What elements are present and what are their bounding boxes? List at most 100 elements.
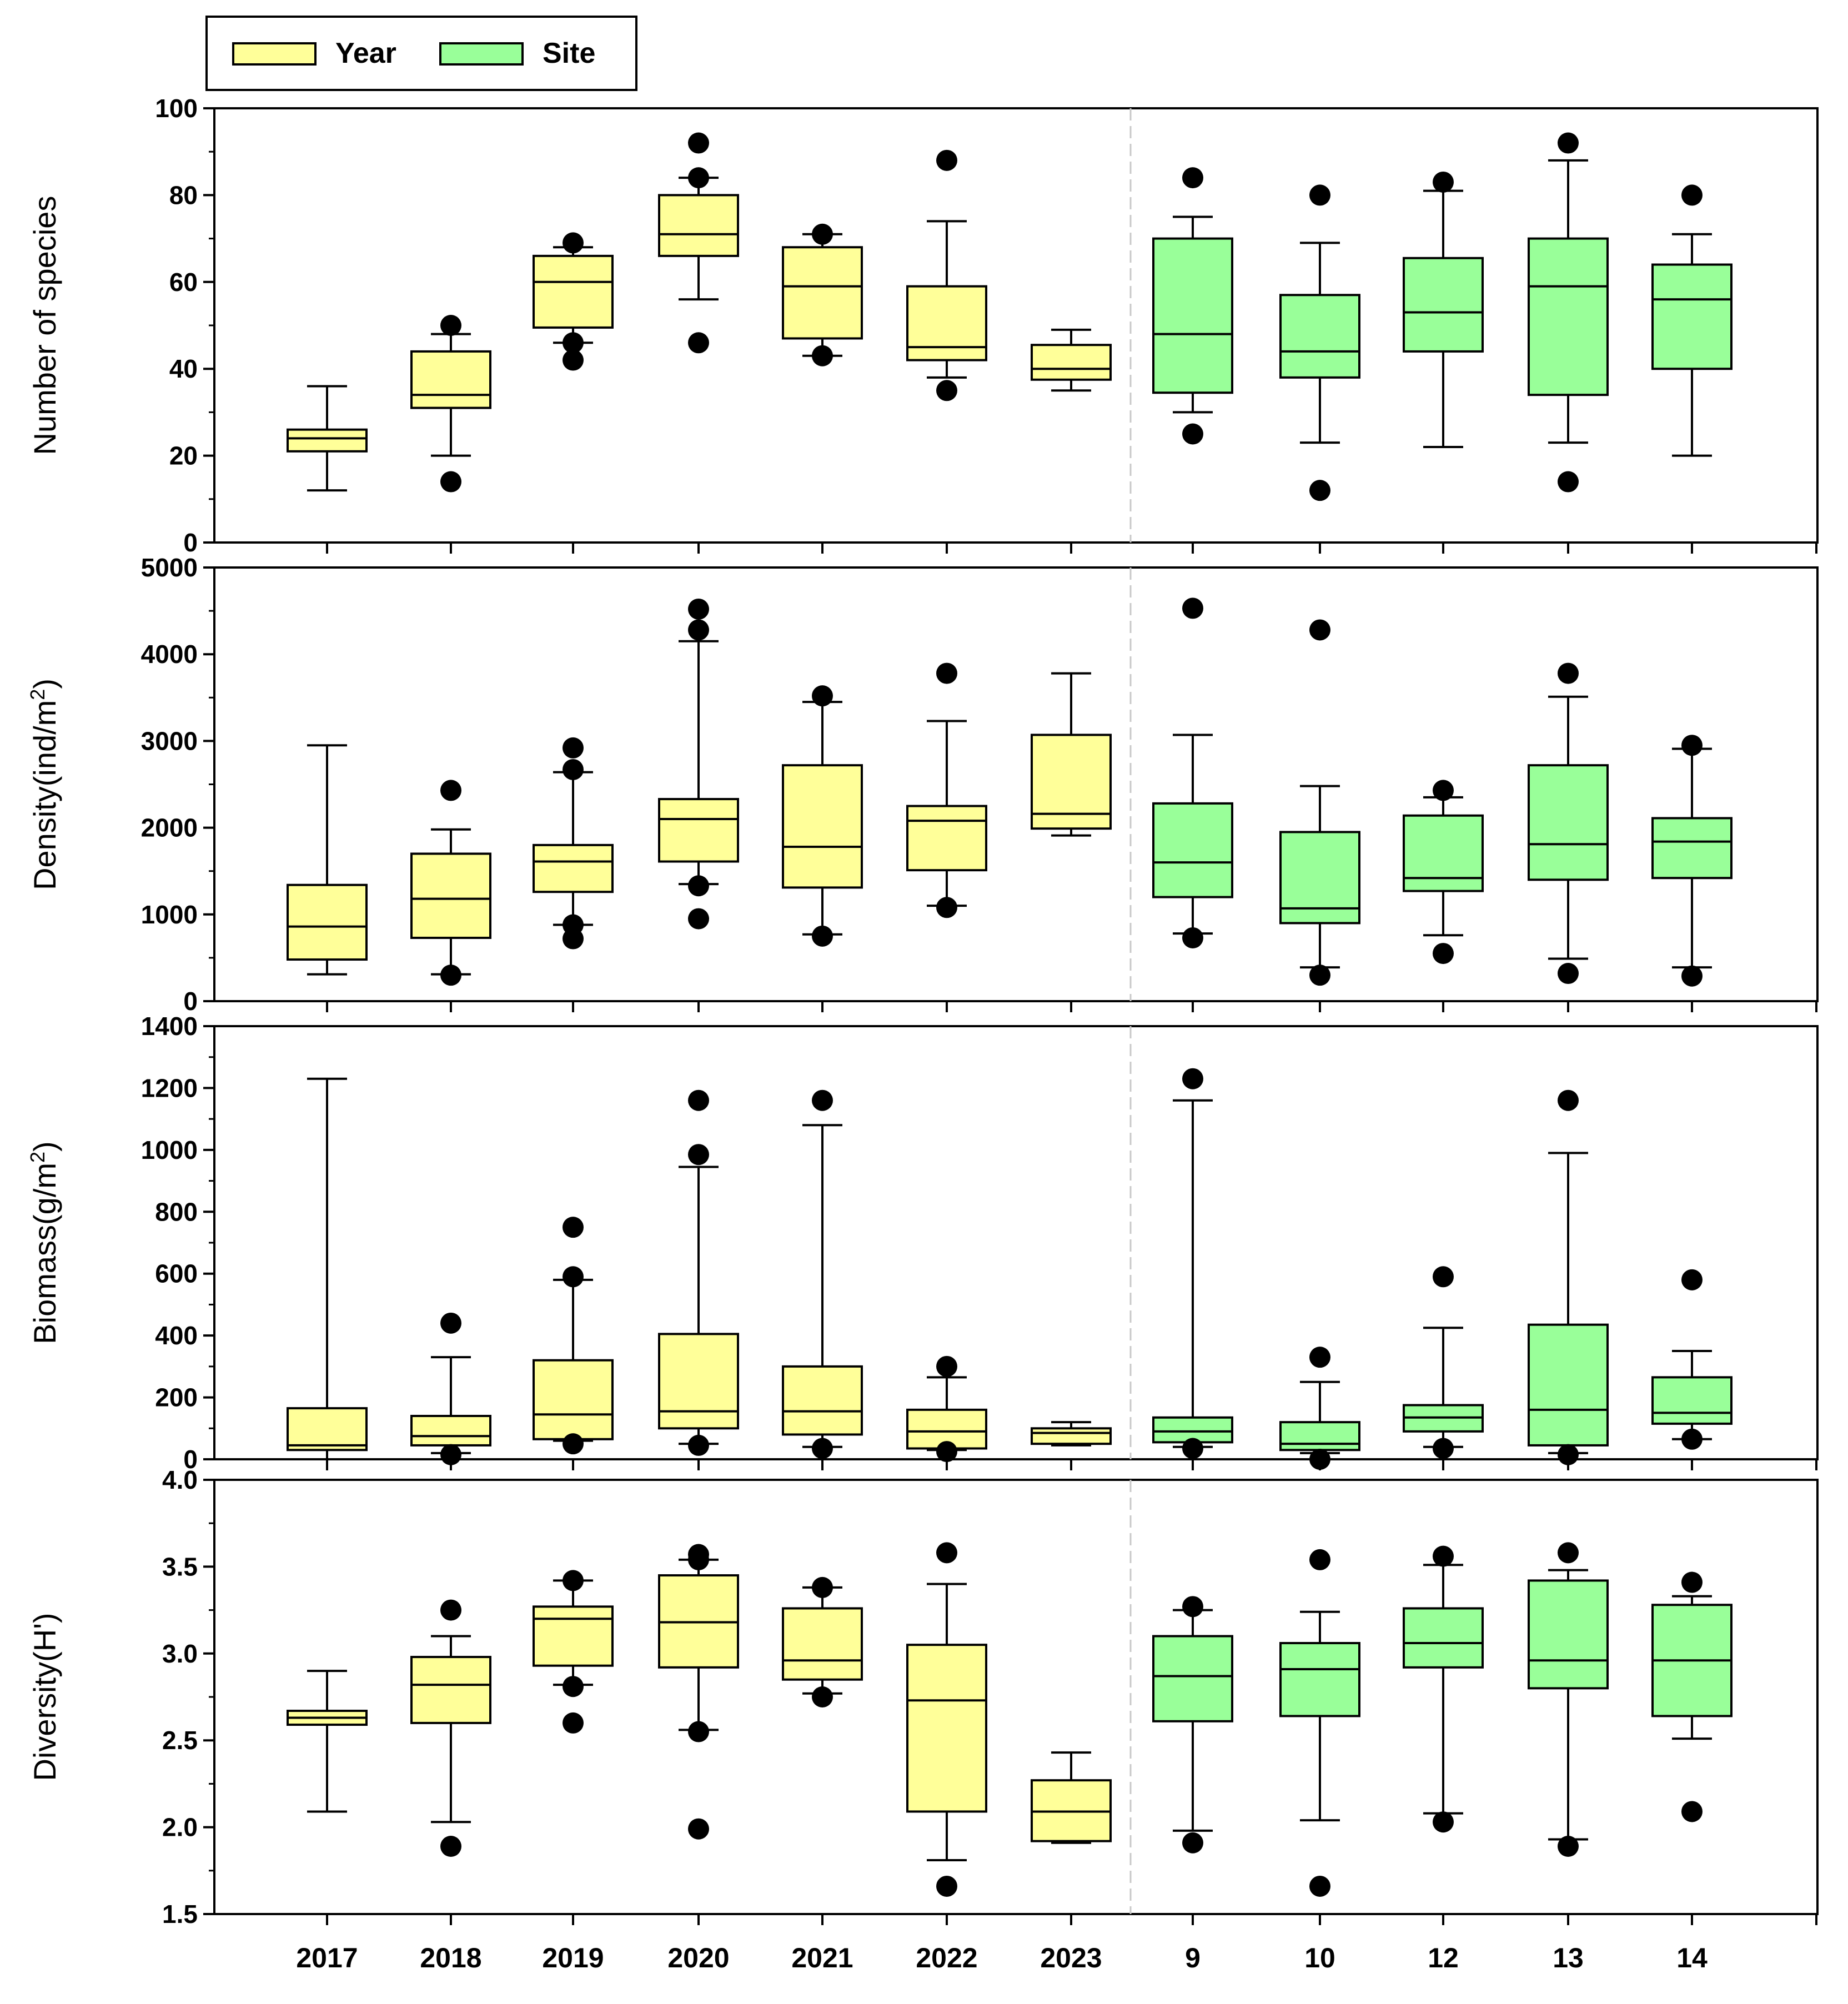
outlier-point (440, 1444, 461, 1465)
box-2018 (410, 1312, 491, 1465)
interquartile-box (1279, 1421, 1360, 1451)
outlier-point (1182, 423, 1203, 445)
outlier-point (440, 471, 461, 493)
box-2020 (658, 1089, 739, 1456)
interquartile-box (782, 1607, 863, 1681)
outlier-point (1433, 943, 1454, 965)
box-2018 (410, 315, 491, 493)
outlier-point (688, 1818, 709, 1840)
interquartile-box (1528, 1579, 1609, 1690)
interquartile-box (906, 1644, 987, 1813)
y-axis-title-end: ) (27, 679, 62, 689)
outlier-point (812, 685, 833, 707)
box-13 (1528, 1542, 1609, 1857)
outlier-point (1558, 1836, 1579, 1857)
outlier-point (936, 149, 957, 171)
box-2021 (782, 223, 863, 366)
outlier-point (1182, 1596, 1203, 1618)
outlier-point (1558, 1542, 1579, 1564)
y-axis-title: Diversity(H') (27, 1613, 62, 1781)
interquartile-box (658, 798, 739, 863)
outlier-point (1309, 965, 1330, 986)
outlier-point (440, 1599, 461, 1621)
outlier-point (1182, 167, 1203, 189)
interquartile-box (1403, 257, 1484, 353)
interquartile-box (533, 1605, 614, 1667)
y-axis-title: Density(ind/m2) (26, 679, 63, 890)
interquartile-box (906, 805, 987, 872)
interquartile-box (1031, 1427, 1112, 1445)
outlier-point (1309, 1549, 1330, 1570)
box-14 (1651, 1269, 1732, 1450)
outlier-point (688, 598, 709, 620)
box-2017 (287, 385, 368, 492)
box-12 (1403, 780, 1484, 965)
panel-2: 0 1000 2000 3000 4000 5000 Density(ind/m2) (26, 553, 1819, 1016)
outlier-point (1558, 1089, 1579, 1111)
box-9 (1152, 1596, 1233, 1854)
y-tick-label: 3.0 (162, 1639, 198, 1668)
outlier-point (1681, 1428, 1703, 1450)
legend-label-site: Site (543, 37, 595, 69)
box-2019 (533, 1570, 614, 1734)
box-9 (1152, 167, 1233, 445)
box-2021 (782, 1576, 863, 1707)
x-category-label: 2019 (542, 1942, 604, 1973)
outlier-point (688, 132, 709, 154)
outlier-point (1558, 132, 1579, 154)
outlier-point (936, 1542, 957, 1564)
outlier-point (936, 380, 957, 401)
y-tick-label: 100 (155, 94, 198, 123)
outlier-point (1558, 1444, 1579, 1465)
interquartile-box (533, 254, 614, 329)
outlier-point (1433, 780, 1454, 801)
interquartile-box (1651, 263, 1732, 370)
box-2022 (906, 1542, 987, 1897)
x-category-label: 10 (1304, 1942, 1335, 1973)
outlier-point (563, 914, 584, 936)
box-12 (1403, 1545, 1484, 1833)
outlier-point (688, 167, 709, 189)
outlier-point (688, 1089, 709, 1111)
box-2022 (906, 1355, 987, 1463)
interquartile-box (533, 843, 614, 893)
panel-1: 0 20 40 60 80 100 Number of species (27, 94, 1819, 557)
y-axis-title-end: ) (27, 1141, 62, 1152)
y-axis-title-text: Diversity(H') (27, 1613, 62, 1781)
y-tick-label: 1.5 (162, 1900, 198, 1928)
box-13 (1528, 132, 1609, 493)
box-2018 (410, 1599, 491, 1857)
box-2017 (287, 744, 368, 976)
outlier-point (812, 1686, 833, 1707)
box-2019 (533, 737, 614, 950)
interquartile-box (1152, 237, 1233, 394)
y-axis-title-text: Density(ind/m (27, 700, 62, 890)
y-tick-label: 1000 (141, 1136, 198, 1164)
interquartile-box (1528, 1323, 1609, 1447)
box-2021 (782, 1089, 863, 1459)
outlier-point (563, 332, 584, 354)
outlier-point (688, 1721, 709, 1742)
interquartile-box (658, 1333, 739, 1430)
outlier-point (1681, 1801, 1703, 1822)
x-category-label: 13 (1553, 1942, 1584, 1973)
outlier-point (563, 349, 584, 371)
outlier-point (1433, 1266, 1454, 1288)
outlier-point (1681, 1571, 1703, 1593)
outlier-point (688, 875, 709, 897)
x-category-label: 2022 (916, 1942, 977, 1973)
y-tick-label: 20 (169, 441, 198, 470)
outlier-point (1182, 1068, 1203, 1089)
outlier-point (1182, 1438, 1203, 1459)
outlier-point (563, 1712, 584, 1734)
box-14 (1651, 184, 1732, 457)
box-2023 (1031, 1751, 1112, 1844)
box-10 (1279, 184, 1360, 501)
interquartile-box (1528, 237, 1609, 396)
box-10 (1279, 619, 1360, 986)
y-tick-label: 60 (169, 268, 198, 297)
outlier-point (563, 1217, 584, 1238)
interquartile-box (1403, 1607, 1484, 1669)
outlier-point (563, 232, 584, 254)
